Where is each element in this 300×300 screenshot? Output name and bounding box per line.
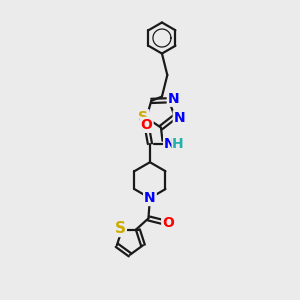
Text: N: N [168, 92, 179, 106]
Text: H: H [172, 137, 184, 151]
Text: O: O [141, 118, 153, 132]
Text: O: O [162, 216, 174, 230]
Text: S: S [115, 221, 126, 236]
Text: S: S [138, 110, 148, 124]
Text: N: N [164, 137, 176, 151]
Text: N: N [144, 191, 156, 205]
Text: N: N [174, 111, 185, 125]
